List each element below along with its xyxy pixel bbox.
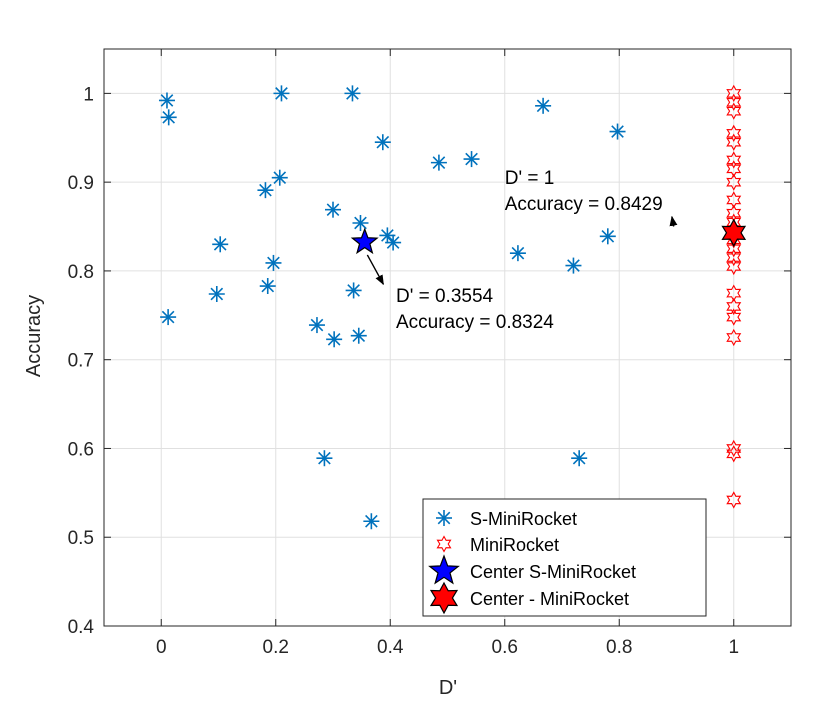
y-tick-label: 0.4: [68, 617, 95, 638]
x-axis-label: D': [439, 677, 457, 699]
annotation-0: D' = 1 Accuracy = 0.8429: [505, 168, 678, 227]
series-3: [721, 218, 747, 248]
data-point: [726, 445, 742, 463]
data-point: [726, 191, 742, 209]
y-tick-label: 0.8: [68, 262, 94, 283]
y-tick-label: 0.9: [68, 173, 94, 194]
data-point: [726, 93, 742, 111]
y-tick-label: 1: [83, 84, 94, 105]
data-point: [726, 240, 742, 258]
plot-box: [103, 48, 792, 627]
data-point: [463, 151, 480, 168]
axes-frame: [103, 48, 792, 627]
data-point: [726, 124, 742, 142]
legend-box: [422, 498, 707, 617]
legend-label-center-s-minirocket: Center S-MiniRocket: [470, 562, 636, 582]
annotation-1: D' = 0.3554 Accuracy = 0.8324: [366, 254, 554, 333]
legend-label-minirocket: MiniRocket: [470, 535, 559, 555]
data-point: [160, 109, 177, 126]
data-series: [158, 84, 747, 530]
y-tick-label: 0.5: [68, 528, 94, 549]
data-point: [726, 248, 742, 267]
data-point: [158, 92, 175, 109]
data-point: [363, 513, 380, 530]
data-point: [535, 97, 552, 114]
data-point: [374, 134, 391, 151]
data-point: [726, 133, 742, 151]
data-point: [726, 151, 742, 169]
y-axis-label: Accuracy: [23, 295, 45, 377]
legend-markers: [428, 510, 460, 615]
annotation-arrow: [669, 215, 678, 227]
series-0: [158, 85, 626, 530]
x-tick-label: 0.4: [377, 637, 404, 658]
data-point: [208, 286, 225, 303]
series-2: [350, 227, 379, 255]
data-point: [352, 214, 369, 231]
x-tick-label: 0: [156, 637, 167, 658]
annotation-text: D' = 1: [505, 168, 555, 189]
data-point: [212, 236, 229, 253]
data-point: [726, 160, 742, 178]
data-point: [726, 257, 742, 276]
x-tick-label: 1: [728, 637, 739, 658]
data-point: [259, 278, 276, 295]
data-point: [344, 85, 361, 102]
data-point: [385, 234, 402, 251]
x-tick-label: 0.2: [263, 637, 289, 658]
x-tick-label: 0.8: [606, 637, 632, 658]
data-point: [726, 297, 742, 316]
data-point: [265, 254, 282, 271]
data-point: [345, 282, 362, 299]
data-point: [271, 169, 288, 186]
data-point: [726, 439, 742, 458]
legend-marker: [429, 581, 459, 615]
data-point: [726, 308, 742, 326]
data-point: [726, 284, 742, 302]
data-point: [599, 228, 616, 245]
data-point: [609, 123, 626, 140]
legend-label-s-minirocket: S-MiniRocket: [470, 509, 577, 529]
annotation-text: D' = 0.3554: [396, 286, 494, 307]
data-point: [721, 218, 747, 248]
data-point: [325, 201, 341, 218]
legend-marker: [436, 510, 452, 526]
legend-label-center-minirocket: Center - MiniRocket: [470, 589, 629, 609]
y-tick-label: 0.6: [68, 439, 94, 460]
data-point: [726, 491, 742, 509]
grid-lines: [104, 49, 791, 627]
x-tick-label: 0.6: [492, 637, 518, 658]
data-point: [726, 328, 742, 347]
annotations: D' = 1 Accuracy = 0.8429 D' = 0.3554 Accura…: [366, 168, 678, 333]
data-point: [509, 245, 526, 262]
annotation-arrow: [366, 254, 384, 286]
data-point: [308, 317, 325, 334]
axis-ticks: 0 0.2 0.4 0.6 0.8 1 0.4 0.5 0.6 0.7 0.8 0.9 1: [68, 49, 791, 658]
data-point: [350, 227, 379, 255]
data-point: [571, 450, 588, 467]
data-point: [726, 102, 742, 120]
annotation-text: Accuracy = 0.8429: [505, 194, 663, 215]
data-point: [326, 331, 343, 348]
legend: S-MiniRocket MiniRocket Center S-MiniRoc…: [422, 498, 707, 617]
legend-marker: [436, 535, 452, 553]
legend-marker: [428, 554, 460, 585]
data-point: [565, 257, 582, 274]
data-point: [160, 309, 177, 326]
annotation-text: Accuracy = 0.8324: [396, 312, 554, 333]
data-point: [350, 327, 367, 344]
data-point: [257, 182, 274, 199]
data-point: [273, 85, 290, 102]
data-point: [726, 84, 742, 103]
y-tick-label: 0.7: [68, 351, 94, 372]
data-point: [430, 154, 447, 171]
data-point: [726, 173, 742, 191]
data-point: [316, 450, 333, 467]
